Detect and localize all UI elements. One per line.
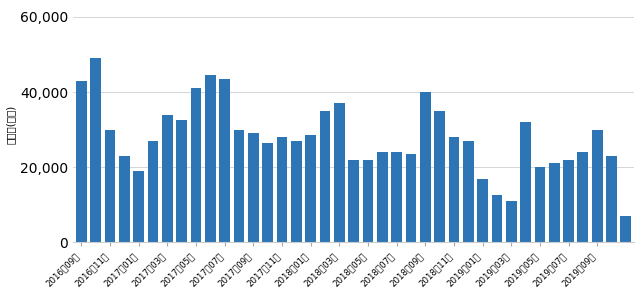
- Bar: [276, 137, 287, 243]
- Bar: [549, 163, 559, 243]
- Bar: [592, 130, 603, 243]
- Bar: [90, 58, 101, 243]
- Bar: [319, 111, 330, 243]
- Bar: [205, 75, 216, 243]
- Bar: [133, 171, 144, 243]
- Bar: [477, 178, 488, 243]
- Bar: [620, 216, 631, 243]
- Bar: [506, 201, 516, 243]
- Bar: [119, 156, 130, 243]
- Bar: [449, 137, 460, 243]
- Bar: [305, 135, 316, 243]
- Bar: [262, 143, 273, 243]
- Bar: [191, 88, 202, 243]
- Bar: [534, 167, 545, 243]
- Bar: [577, 152, 588, 243]
- Bar: [606, 156, 617, 243]
- Bar: [162, 115, 173, 243]
- Bar: [492, 196, 502, 243]
- Bar: [391, 152, 402, 243]
- Bar: [76, 81, 87, 243]
- Bar: [148, 141, 159, 243]
- Bar: [105, 130, 115, 243]
- Bar: [220, 79, 230, 243]
- Bar: [420, 92, 431, 243]
- Bar: [248, 133, 259, 243]
- Bar: [334, 103, 345, 243]
- Bar: [463, 141, 474, 243]
- Y-axis label: 거래량(건수): 거래량(건수): [6, 104, 15, 144]
- Bar: [377, 152, 388, 243]
- Bar: [291, 141, 301, 243]
- Bar: [520, 122, 531, 243]
- Bar: [363, 160, 373, 243]
- Bar: [348, 160, 359, 243]
- Bar: [177, 120, 187, 243]
- Bar: [406, 154, 416, 243]
- Bar: [563, 160, 574, 243]
- Bar: [234, 130, 244, 243]
- Bar: [434, 111, 445, 243]
